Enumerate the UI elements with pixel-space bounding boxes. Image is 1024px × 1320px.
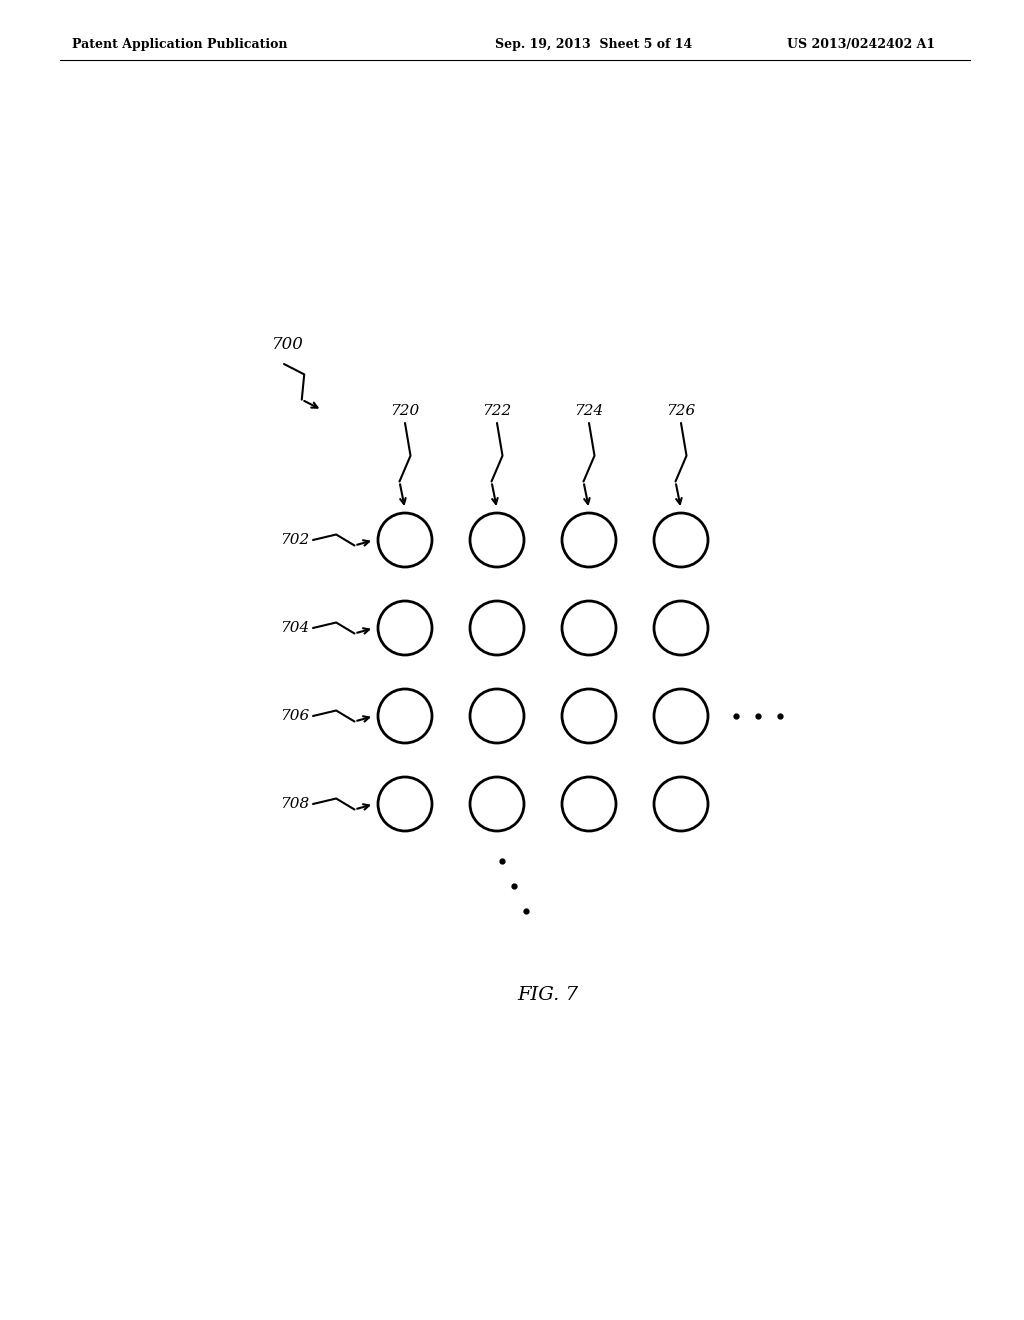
Text: 702: 702: [280, 533, 309, 546]
Text: 724: 724: [574, 404, 603, 418]
Text: US 2013/0242402 A1: US 2013/0242402 A1: [786, 38, 935, 51]
Text: 720: 720: [390, 404, 420, 418]
Text: 708: 708: [280, 797, 309, 810]
Text: 726: 726: [667, 404, 695, 418]
Text: 700: 700: [272, 337, 304, 352]
Text: 722: 722: [482, 404, 512, 418]
Text: FIG. 7: FIG. 7: [517, 986, 579, 1005]
Text: Sep. 19, 2013  Sheet 5 of 14: Sep. 19, 2013 Sheet 5 of 14: [495, 38, 692, 51]
Text: Patent Application Publication: Patent Application Publication: [72, 38, 288, 51]
Text: 706: 706: [280, 709, 309, 723]
Text: 704: 704: [280, 620, 309, 635]
